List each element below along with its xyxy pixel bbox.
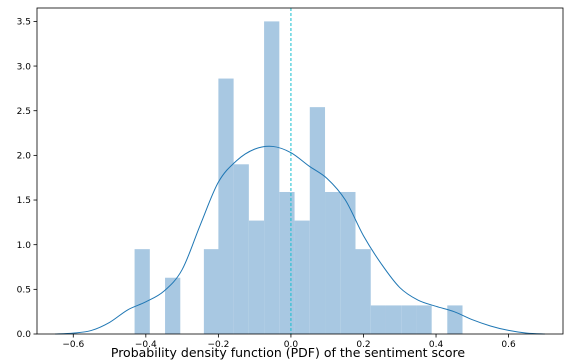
histogram-bar	[264, 21, 280, 335]
x-tick-label: −0.4	[135, 340, 157, 350]
histogram-bar	[340, 191, 356, 334]
x-tick-label: 0.2	[356, 340, 370, 350]
histogram-bar	[447, 305, 463, 334]
histogram-bar	[401, 305, 417, 334]
kde-curve-group	[55, 145, 545, 335]
histogram-bar	[203, 249, 220, 334]
y-tick-label: 1.0	[17, 241, 32, 251]
y-tick-label: 0.0	[17, 330, 32, 340]
histogram-bar	[248, 220, 265, 334]
y-tick-label: 2.0	[17, 152, 32, 162]
histogram-bar	[134, 249, 150, 334]
y-tick-label: 3.5	[17, 18, 31, 28]
histogram-bar	[309, 107, 326, 334]
x-tick-label: −0.6	[62, 340, 84, 350]
x-tick-label: 0.0	[284, 340, 299, 350]
x-tick-label: 0.4	[429, 340, 444, 350]
y-tick-label: 2.5	[17, 107, 31, 117]
histogram-bar	[233, 164, 249, 334]
x-axis-label: Probability density function (PDF) of th…	[111, 345, 466, 360]
x-tick-label: 0.6	[501, 340, 516, 350]
kde-curve	[55, 145, 545, 335]
histogram-bar	[370, 305, 386, 334]
histogram-bar	[385, 305, 402, 334]
histogram-bars	[134, 21, 463, 335]
histogram-bar	[416, 305, 432, 334]
y-tick-label: 3.0	[17, 62, 32, 72]
histogram-bar	[294, 220, 310, 334]
x-tick-label: −0.2	[207, 340, 229, 350]
histogram-bar	[218, 78, 234, 335]
histogram-bar	[279, 191, 295, 334]
y-tick-label: 1.5	[17, 196, 31, 206]
x-axis-ticks: −0.6 −0.4 −0.2 0.0 0.2 0.4 0.6	[62, 334, 516, 350]
y-axis-ticks: 0.0 0.5 1.0 1.5 2.0 2.5 3.0 3.5	[17, 18, 37, 340]
histogram-bar	[325, 191, 341, 334]
histogram-bar	[355, 249, 371, 334]
y-tick-label: 0.5	[17, 286, 31, 296]
histogram-bar	[165, 277, 181, 334]
plot-frame	[36, 7, 564, 335]
